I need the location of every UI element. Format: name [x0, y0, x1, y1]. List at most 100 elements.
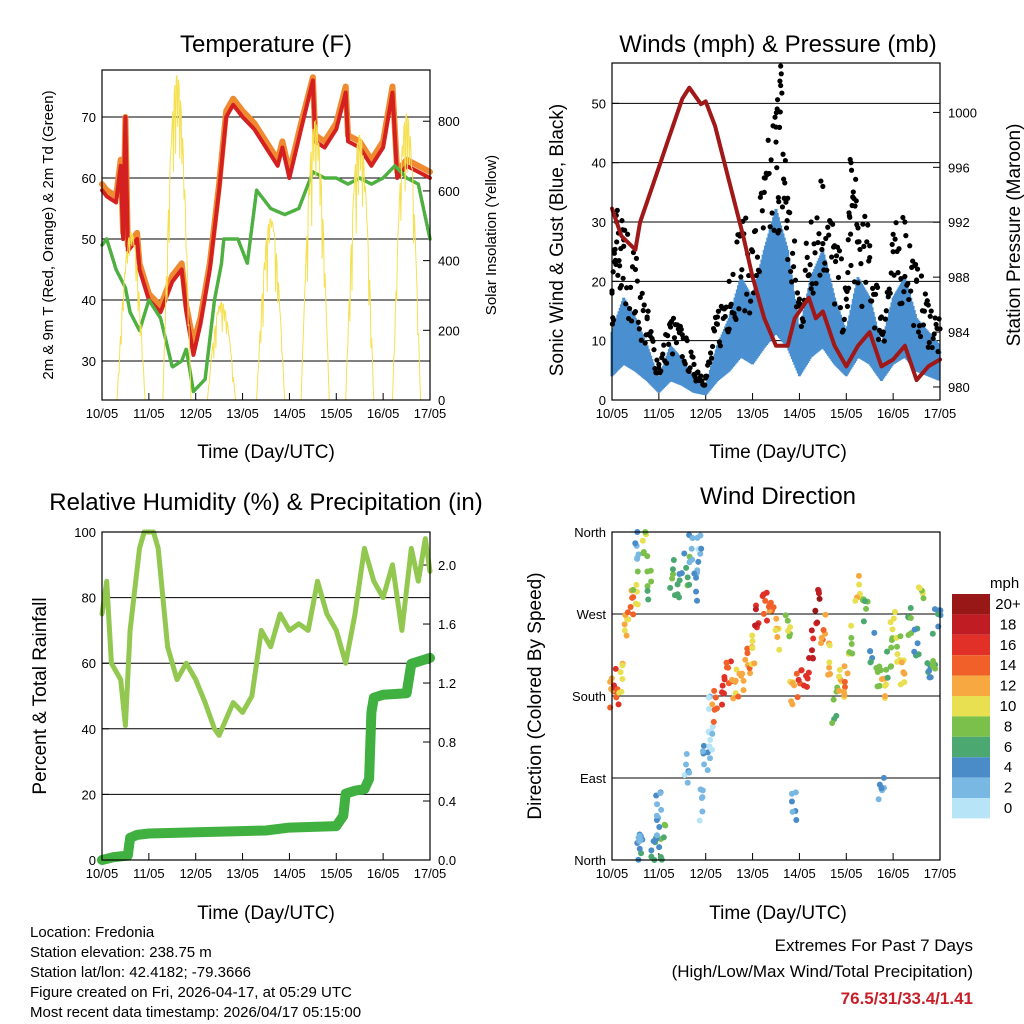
temperature-y2tick-label: 800 [438, 114, 460, 129]
winds-xtick-label: 17/05 [924, 406, 957, 421]
humidity-ytick-label: 60 [82, 656, 96, 671]
direction-point [776, 646, 783, 653]
winds-series-gust-point [744, 291, 750, 297]
direction-point [647, 567, 654, 574]
winds-series-gust-point [752, 228, 759, 234]
winds-series-gust-point [804, 254, 810, 260]
winds-series-gust-point [760, 225, 766, 231]
winds-series-gust-point [624, 285, 630, 291]
winds-series-gust-point [901, 289, 907, 295]
direction-point [730, 695, 737, 702]
winds-series-gust-point [875, 336, 882, 342]
winds-series-gust-point [716, 339, 722, 345]
winds-series-gust-point [769, 210, 775, 216]
direction-xtick-label: 14/05 [783, 866, 816, 881]
winds-series-gust-point [658, 368, 664, 374]
temperature-series-solar-insolation [300, 119, 330, 401]
winds-series-gust-point [671, 335, 678, 341]
winds-series-gust-point [905, 281, 911, 287]
winds-series-gust-point [833, 253, 840, 259]
winds-series-gust-point [779, 204, 786, 210]
winds-series-gust-point [632, 266, 639, 273]
winds-series-gust-point [915, 329, 922, 335]
winds-series-gust-point [913, 278, 920, 284]
direction-xtick-label: 11/05 [643, 866, 675, 881]
winds-series-gust-point [648, 329, 654, 335]
direction-point [674, 591, 681, 598]
winds-series-gust-point [908, 288, 914, 294]
temperature-series-2m-td [100, 164, 432, 394]
winds-series-gust-point [634, 278, 640, 284]
winds-series-gust-point [766, 170, 772, 177]
humidity-xtick-label: 17/05 [414, 866, 447, 881]
winds-xtick-label: 15/05 [830, 406, 863, 421]
direction-point [795, 676, 802, 683]
direction-point [751, 660, 758, 667]
colorbar-label: 16 [1000, 637, 1017, 654]
direction-point [684, 574, 691, 581]
direction-point [867, 659, 874, 666]
direction-point [704, 767, 711, 774]
direction-point [744, 650, 751, 657]
direction-point [841, 663, 848, 670]
winds-series-gust-point [667, 324, 674, 330]
direction-point [695, 558, 702, 565]
winds-series-gust-point [902, 219, 908, 225]
winds-series-gust-point [825, 224, 831, 230]
direction-point [883, 666, 890, 673]
temperature-y2tick-label: 0 [438, 393, 445, 408]
winds-series-gust-point [612, 246, 618, 252]
direction-point [688, 545, 695, 552]
winds-series-gust-point [789, 279, 795, 285]
temperature-series-solar-insolation [116, 231, 146, 401]
winds-series-gust-point [929, 344, 935, 351]
direction-point [907, 604, 914, 611]
winds-series-gust-point [898, 276, 904, 282]
winds-series-gust-point [881, 338, 887, 344]
winds-series-gust-point [818, 178, 824, 184]
direction-point [637, 836, 644, 843]
direction-point [644, 583, 651, 590]
winds-y2tick-label: 980 [948, 380, 970, 395]
winds-series-gust-point [811, 241, 817, 247]
direction-point [848, 634, 855, 641]
direction-xtick-label: 12/05 [689, 866, 722, 881]
direction-point [662, 822, 669, 829]
direction-point [897, 633, 904, 640]
winds-xtick-label: 12/05 [689, 406, 722, 421]
humidity-series-total-rainfall [97, 652, 435, 865]
direction-point [667, 584, 674, 591]
direction-point [698, 545, 705, 552]
winds-series-gust-point [641, 302, 647, 308]
colorbar-swatch [952, 716, 990, 737]
direction-point [749, 645, 756, 652]
winds-series-gust-point [665, 333, 671, 339]
winds-series-gust-point [698, 373, 704, 379]
direction-point [875, 796, 882, 803]
temperature-series-solar-insolation [345, 133, 375, 401]
winds-series-gust-point [679, 354, 685, 360]
direction-point [786, 633, 793, 640]
direction-point [645, 596, 652, 603]
direction-point [840, 688, 847, 695]
direction-point [686, 769, 693, 776]
winds-series-gust-point [777, 109, 783, 115]
winds-ytick-label: 30 [592, 215, 606, 230]
winds-series-gust-point [783, 225, 790, 231]
direction-point [826, 642, 833, 649]
winds-series-gust-point [780, 151, 786, 157]
winds-series-gust-point [635, 319, 641, 325]
footer-created: Figure created on Fri, 2026-04-17, at 05… [30, 984, 352, 1001]
winds-series-gust-point [871, 325, 878, 331]
humidity-y2tick-label: 1.6 [438, 617, 456, 632]
winds-series-gust-point [739, 267, 745, 273]
direction-point [656, 824, 663, 831]
colorbar-swatch [952, 634, 990, 656]
winds-series-gust-point [733, 316, 739, 322]
colorbar-swatch [952, 757, 990, 778]
direction-point [836, 666, 843, 673]
winds-series-gust-point [891, 272, 897, 278]
direction-point [836, 687, 843, 694]
temperature-y2label: Solar Insolation (Yellow) [483, 155, 500, 315]
direction-point [808, 627, 815, 634]
